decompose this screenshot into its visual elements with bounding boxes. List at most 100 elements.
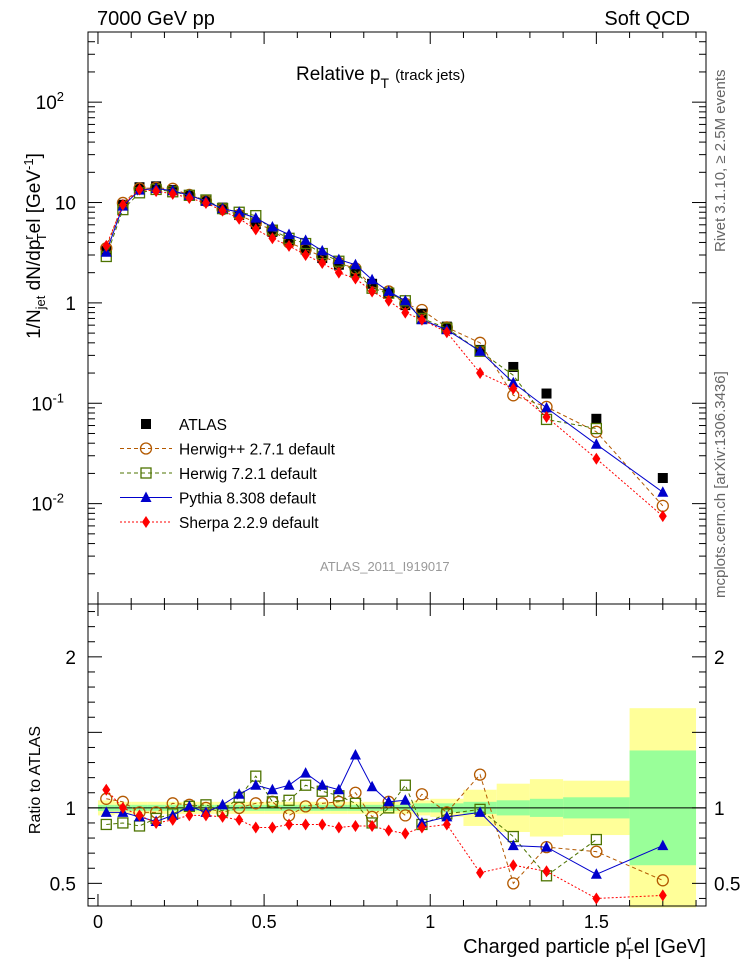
data-point [366, 273, 378, 285]
ratio-data-point [417, 821, 426, 834]
ratio-data-point [285, 818, 294, 831]
data-point [351, 272, 360, 285]
data-point [507, 376, 519, 388]
ratio-data-point [399, 779, 411, 791]
data-point [250, 212, 262, 223]
data-point [218, 204, 227, 217]
ratio-data-point [509, 859, 518, 872]
ratio-data-point [507, 839, 519, 851]
ratio-data-point [399, 794, 411, 805]
series-herwig-7-2-1-default [100, 183, 603, 882]
ratio-data-point [266, 796, 279, 808]
data-point [152, 185, 161, 198]
ratio-data-point [249, 797, 262, 810]
x-tick-label: 1 [425, 912, 435, 932]
data-point [267, 226, 278, 237]
data-point [368, 285, 377, 298]
data-point [301, 249, 310, 262]
data-point [201, 196, 210, 209]
ratio-data-point [542, 865, 551, 878]
data-point [168, 187, 177, 200]
ratio-data-point [118, 801, 127, 814]
data-point [657, 486, 669, 497]
ratio-data-point [507, 877, 520, 890]
legend-label: Herwig 7.2.1 default [179, 466, 318, 483]
ratio-data-point [368, 819, 377, 832]
ratio-data-point [300, 767, 312, 778]
y-tick-label: 10-2 [31, 491, 64, 516]
ratio-data-point [152, 816, 161, 829]
data-point [333, 259, 344, 270]
data-point [102, 239, 111, 252]
y-tick-label: 1 [65, 294, 76, 315]
ratio-data-point [590, 868, 602, 879]
header-left-label: 7000 GeV pp [97, 8, 215, 30]
data-point [657, 473, 668, 484]
ratio-data-point [476, 866, 485, 879]
ratio-data-point [657, 839, 669, 851]
data-point [592, 452, 601, 465]
legend-item: Herwig 7.2.1 default [120, 466, 318, 483]
data-point [541, 388, 552, 399]
ratio-data-point [299, 779, 312, 791]
legend-label: Herwig++ 2.7.1 default [179, 442, 336, 459]
y-tick-label: 10-1 [31, 390, 64, 415]
ratio-tick-label-right: 0.5 [714, 874, 740, 895]
data-point [300, 234, 312, 245]
ratio-data-point [442, 818, 451, 831]
ratio-data-point [590, 833, 603, 846]
ratio-data-point [185, 809, 194, 822]
data-point [283, 228, 295, 240]
ratio-data-point [334, 821, 343, 834]
data-point [118, 198, 127, 211]
data-point [417, 313, 426, 326]
ratio-data-point [283, 779, 295, 790]
ratio-data-point [474, 806, 486, 817]
series-layer [100, 181, 669, 905]
series-atlas [101, 181, 668, 484]
data-point [333, 253, 345, 265]
ratio-data-point [316, 797, 329, 810]
legend-item: Sherpa 2.2.9 default [120, 515, 319, 532]
ratio-data-point [217, 798, 229, 810]
data-point [316, 244, 328, 256]
data-point [266, 221, 278, 232]
ratio-tick-label: 0.5 [50, 874, 76, 895]
ratio-data-point [135, 809, 144, 822]
data-point [442, 326, 451, 339]
ratio-plot-frame [87, 603, 707, 907]
legend-item: ATLAS [141, 417, 227, 434]
legend-item: Pythia 8.308 default [120, 491, 317, 508]
ratio-data-point [301, 818, 310, 831]
data-point [251, 223, 260, 236]
data-point [509, 382, 518, 395]
x-axis-label: Charged particle pr Tel [GeV] [463, 932, 706, 962]
data-point [349, 258, 361, 270]
ratio-data-point [656, 874, 669, 887]
ratio-tick-label-right: 1 [714, 799, 725, 820]
ratio-data-point [399, 809, 412, 822]
legend-marker [139, 442, 153, 455]
ratio-data-point [318, 818, 327, 831]
ratio-tick-label-right: 2 [714, 648, 725, 669]
ratio-data-point [351, 819, 360, 832]
ratio-data-point [201, 809, 210, 822]
ratio-data-point [266, 783, 278, 795]
legend-marker [140, 491, 152, 502]
ratio-data-point [100, 818, 112, 831]
ratio-data-point [299, 800, 312, 813]
ratio-data-point [349, 749, 361, 760]
ratio-data-point [658, 889, 667, 902]
ratio-data-point [168, 813, 177, 826]
data-point [590, 438, 602, 449]
data-point [474, 345, 486, 356]
ratio-y-axis-label: Ratio to ATLAS [27, 726, 44, 834]
legend-marker [140, 467, 152, 479]
ratio-data-point [384, 824, 393, 837]
ratio-data-point [233, 788, 245, 799]
ratio-data-point [541, 841, 553, 852]
ratio-data-point [218, 810, 227, 823]
data-point [590, 422, 603, 435]
ratio-data-point [366, 780, 378, 792]
data-point [658, 510, 667, 523]
